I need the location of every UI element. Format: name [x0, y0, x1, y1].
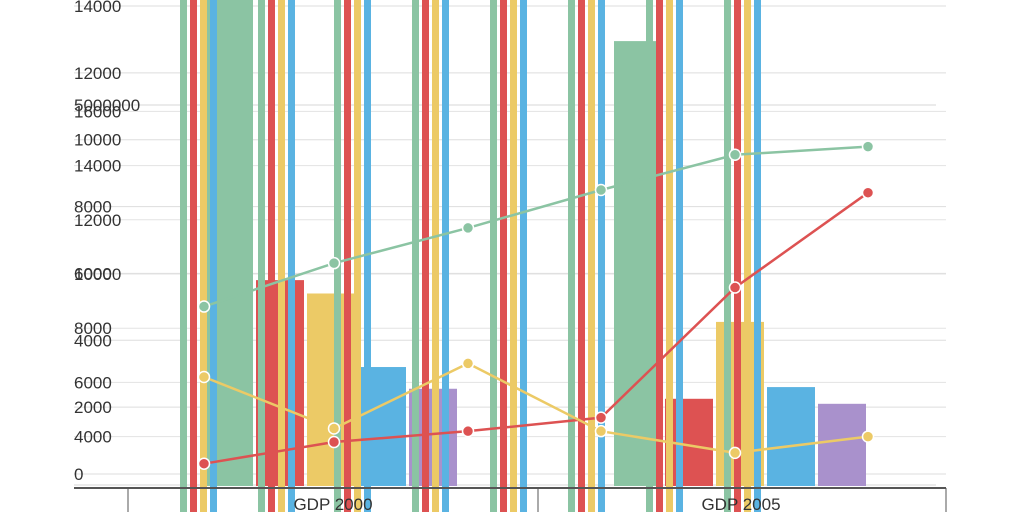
x-axis [74, 487, 947, 512]
line-point [461, 221, 475, 235]
line-point [197, 300, 211, 313]
line-series [203, 145, 869, 308]
thin-bar [510, 0, 517, 512]
thin-bar [200, 0, 207, 512]
y-tick-label-secondary: 4000 [74, 428, 112, 447]
line-series [203, 362, 869, 455]
x-tick-label: GDP 2005 [701, 495, 780, 512]
y-tick-label-primary: 8000 [74, 198, 112, 217]
thin-bar [588, 0, 595, 512]
thin-bar [442, 0, 449, 512]
thin-bar [258, 0, 265, 512]
x-tick-label: GDP 2000 [293, 495, 372, 512]
thin-bar [656, 0, 663, 512]
y-tick-label-primary: 2000 [74, 398, 112, 417]
bar [818, 403, 866, 486]
thin-bar [568, 0, 575, 512]
thin-bar [422, 0, 429, 512]
line-point [197, 370, 211, 384]
thin-bar [646, 0, 653, 512]
y-tick-label-secondary: 10000 [74, 265, 121, 284]
line-point [594, 183, 608, 197]
thin-bar [744, 0, 751, 512]
line-point [327, 256, 341, 270]
line-point [861, 140, 875, 153]
line-point [594, 411, 608, 424]
thin-bar [490, 0, 497, 512]
thin-bar [278, 0, 285, 512]
thin-bar [334, 0, 341, 512]
thin-bar [520, 0, 527, 512]
line-point [861, 186, 875, 199]
thin-bar [500, 0, 507, 512]
line-series-group [197, 140, 875, 470]
y-tick-label-primary: 4000 [74, 331, 112, 350]
thin-bar [724, 0, 731, 512]
thin-bar [288, 0, 295, 512]
line-point [327, 422, 341, 435]
thin-bar [578, 0, 585, 512]
axis-labels: 0 2000 4000 6000 8000 10000 12000 14000 4000 6000… [74, 0, 781, 512]
y-tick-label-primary: 14000 [74, 0, 121, 16]
line-point [728, 281, 742, 294]
thin-bar [190, 0, 197, 512]
bar [614, 41, 662, 486]
thin-bar [180, 0, 187, 512]
line-point [861, 430, 875, 443]
y-tick-label-primary: 0 [74, 465, 83, 484]
line-series [203, 191, 869, 465]
thin-bar [344, 0, 351, 512]
y-tick-label-primary: 10000 [74, 131, 121, 150]
thin-bar [412, 0, 419, 512]
thin-bar [666, 0, 673, 512]
line-point [327, 435, 341, 449]
y-tick-label-primary: 12000 [74, 64, 121, 83]
thin-bar [268, 0, 275, 512]
thin-bar [754, 0, 761, 512]
bar [767, 387, 815, 486]
line-point [594, 424, 608, 438]
thin-bar [364, 0, 371, 512]
y-tick-label-secondary: 14000 [74, 157, 121, 176]
line-point [728, 148, 742, 162]
y-tick-label-secondary: 16000 [74, 102, 121, 121]
thin-bar [210, 0, 217, 512]
y-tick-label-primary: 6000 [74, 264, 112, 283]
line-point [461, 424, 475, 438]
thin-bar [734, 0, 741, 512]
thin-bar [676, 0, 683, 512]
y-tick-label-tertiary: 5000000 [74, 96, 140, 115]
thin-bar-series-group [180, 0, 761, 512]
y-tick-label-secondary: 12000 [74, 211, 121, 230]
line-point [728, 446, 742, 460]
thin-bar [598, 0, 605, 512]
line-point [461, 357, 475, 370]
thin-bar [432, 0, 439, 512]
y-tick-label-secondary: 6000 [74, 373, 112, 392]
line-point [197, 457, 211, 470]
y-tick-label-secondary: 8000 [74, 319, 112, 338]
